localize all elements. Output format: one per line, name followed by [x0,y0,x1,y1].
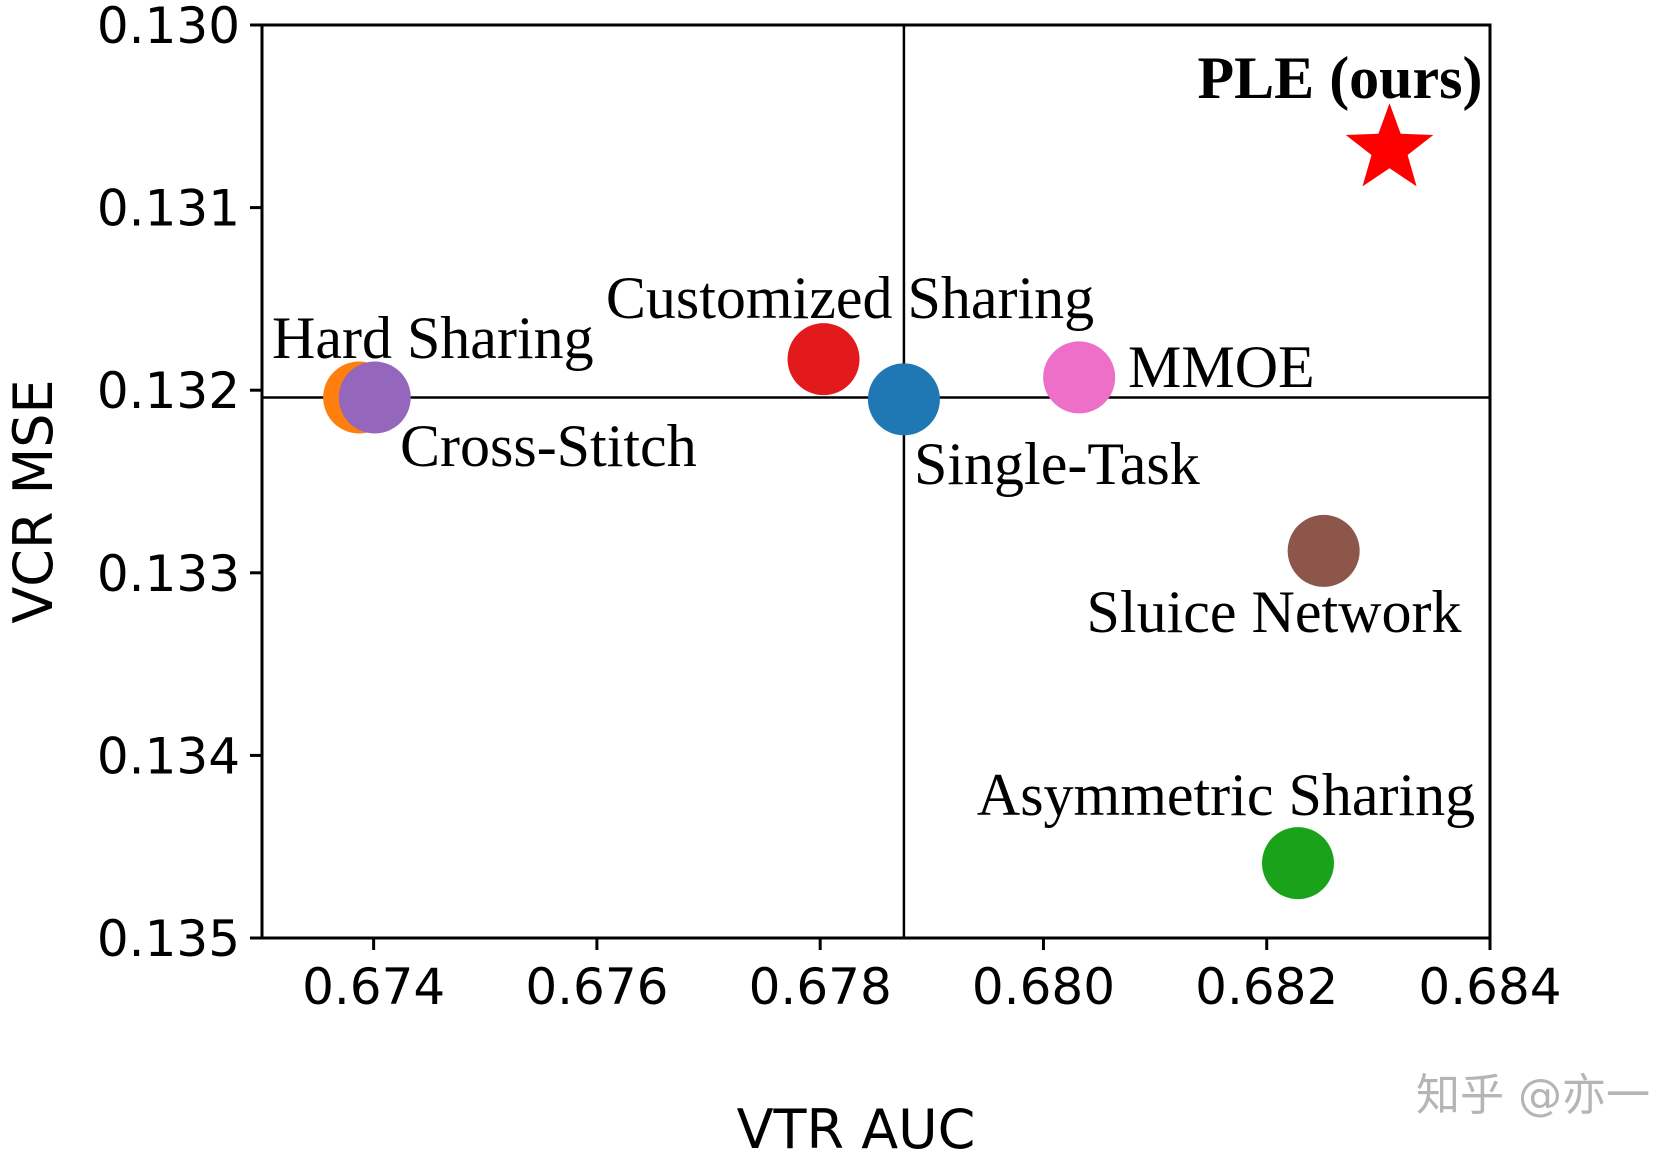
x-axis-ticks: 0.674 0.676 0.678 0.680 0.682 0.684 [302,938,1562,1016]
single-task-label: Single-Task [914,431,1200,497]
watermark-text: 知乎 @亦一 [1416,1070,1650,1121]
y-tick-label: 0.131 [97,180,240,238]
point-labels: Hard Sharing Cross-Stitch Customized Shari… [272,45,1483,828]
y-tick-label: 0.133 [97,545,240,603]
sluice-network-label: Sluice Network [1087,579,1462,645]
y-tick-label: 0.132 [97,362,240,420]
plot-frame [260,23,1492,940]
cross-stitch-label: Cross-Stitch [400,413,697,479]
customized-sharing-label: Customized Sharing [606,265,1094,331]
x-axis-title: VTR AUC [737,1098,976,1161]
ple-ours-label: PLE (ours) [1198,45,1483,111]
hard-sharing-label: Hard Sharing [272,305,594,371]
ple-ours-star-marker [1345,103,1434,187]
y-axis-ticks: 0.130 0.131 0.132 0.133 0.134 0.135 [97,0,262,968]
x-tick-label: 0.678 [749,958,892,1016]
mmoe-label: MMOE [1128,334,1315,400]
x-tick-label: 0.684 [1418,958,1561,1016]
y-tick-label: 0.135 [97,910,240,968]
x-tick-label: 0.676 [525,958,668,1016]
y-axis-title: VCR MSE [2,379,65,623]
y-tick-label: 0.130 [97,0,240,55]
mmoe-point [1043,341,1116,414]
data-points [323,103,1434,900]
asymmetric-sharing-label: Asymmetric Sharing [977,762,1475,828]
x-tick-label: 0.674 [302,958,445,1016]
customized-sharing-point [787,323,860,396]
y-tick-label: 0.134 [97,727,240,785]
x-tick-label: 0.682 [1195,958,1338,1016]
x-tick-label: 0.680 [972,958,1115,1016]
sluice-network-point [1287,514,1360,587]
single-task-point [867,363,940,436]
cross-stitch-point [338,361,411,434]
asymmetric-sharing-point [1261,827,1334,900]
